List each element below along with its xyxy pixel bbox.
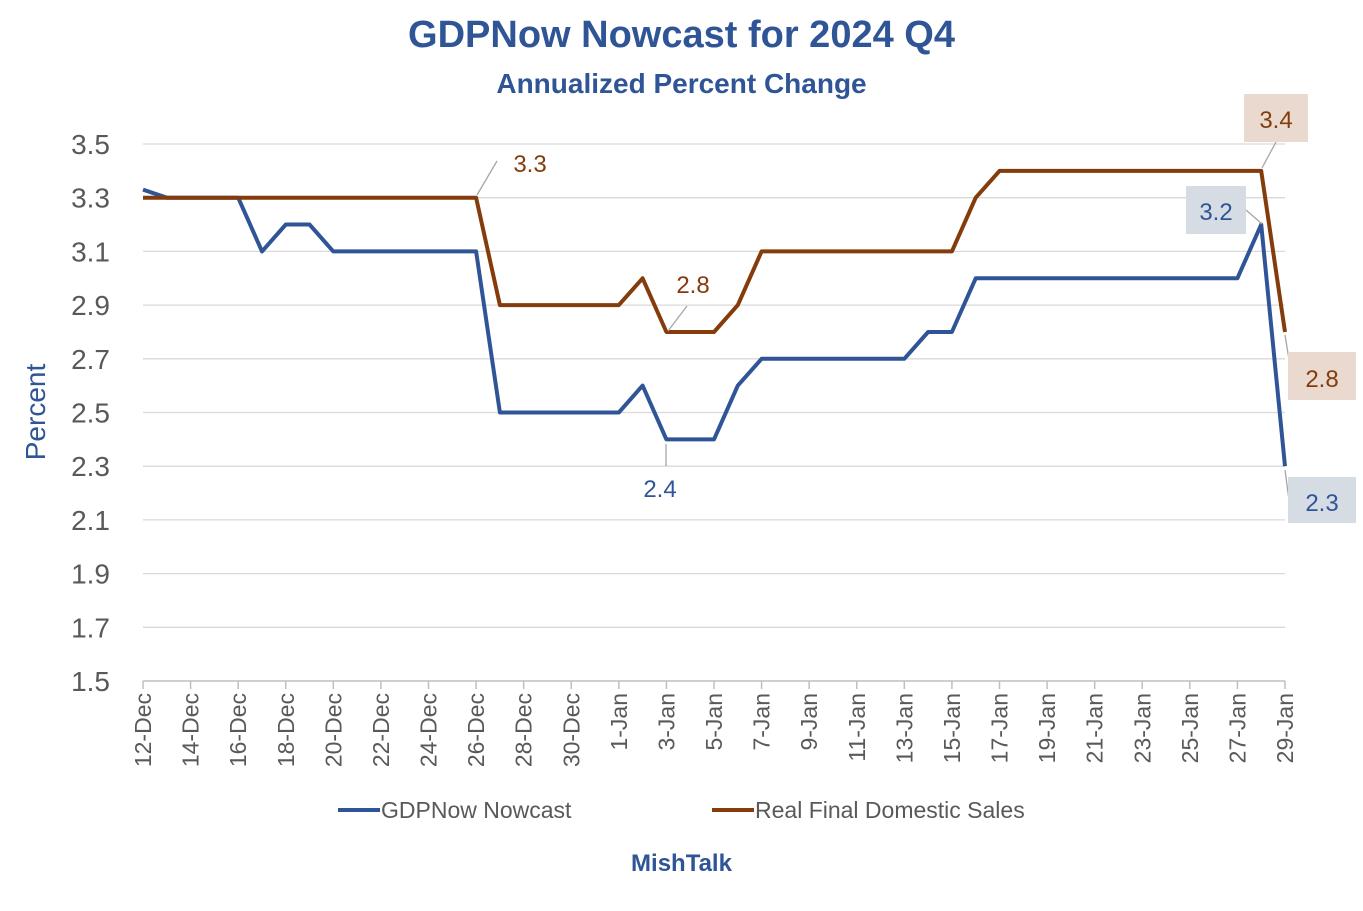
data-label: 2.8	[1305, 366, 1338, 393]
series-line-rfds	[143, 168, 1287, 334]
y-tick-label: 1.7	[71, 612, 110, 643]
data-label: 2.3	[1305, 490, 1338, 517]
series-line-gdpnow	[142, 187, 1287, 467]
x-tick-label: 23-Jan	[1129, 693, 1155, 763]
data-label: 2.8	[676, 272, 709, 299]
y-tick-label: 3.3	[71, 183, 110, 214]
x-tick-label: 14-Dec	[178, 693, 204, 767]
footer-brand: MishTalk	[631, 850, 732, 877]
y-tick-label: 2.5	[71, 398, 110, 429]
x-tick-label: 11-Jan	[844, 693, 870, 762]
x-tick-label: 12-Dec	[130, 693, 156, 767]
y-tick-label: 2.3	[71, 451, 110, 482]
y-tick-label: 2.9	[71, 290, 110, 321]
x-tick-label: 9-Jan	[796, 693, 822, 751]
x-tick-label: 1-Jan	[606, 693, 632, 751]
legend-label: Real Final Domestic Sales	[755, 797, 1025, 823]
x-tick-label: 18-Dec	[273, 693, 299, 767]
data-label-box	[1186, 186, 1246, 234]
x-tick-label: 26-Dec	[463, 693, 489, 767]
data-label-box	[1244, 94, 1308, 142]
x-tick-label: 25-Jan	[1177, 693, 1203, 763]
x-tick-label: 15-Jan	[939, 693, 965, 763]
data-label: 2.4	[643, 476, 676, 503]
x-tick-label: 24-Dec	[416, 693, 442, 767]
y-tick-label: 1.5	[71, 666, 110, 697]
y-tick-label: 3.1	[71, 236, 110, 267]
x-tick-label: 16-Dec	[225, 693, 251, 767]
x-tick-label: 30-Dec	[558, 693, 584, 767]
data-label-leader	[476, 160, 498, 196]
x-tick-label: 27-Jan	[1224, 693, 1250, 763]
data-label: 3.3	[513, 151, 546, 178]
data-label: 3.2	[1199, 199, 1232, 226]
y-tick-label: 3.5	[71, 129, 110, 160]
x-tick-label: 7-Jan	[749, 693, 775, 751]
data-label-leader	[1245, 209, 1263, 225]
y-tick-label: 1.9	[71, 559, 110, 590]
chart-subtitle: Annualized Percent Change	[496, 68, 867, 99]
x-tick-label: 28-Dec	[511, 693, 537, 767]
x-tick-label: 13-Jan	[891, 693, 917, 763]
x-tick-label: 20-Dec	[320, 693, 346, 767]
data-label-box	[1288, 352, 1356, 400]
data-label-box	[1288, 477, 1356, 523]
x-tick-label: 17-Jan	[987, 693, 1013, 763]
x-tick-label: 19-Jan	[1034, 693, 1060, 763]
y-tick-label: 2.7	[71, 344, 110, 375]
x-tick-label: 21-Jan	[1082, 693, 1108, 763]
x-tick-label: 29-Jan	[1272, 693, 1298, 763]
data-label-leader	[1261, 141, 1277, 169]
chart-title: GDPNow Nowcast for 2024 Q4	[408, 14, 955, 56]
legend-label: GDPNow Nowcast	[381, 797, 572, 823]
x-tick-label: 3-Jan	[653, 693, 679, 751]
data-label-leader	[667, 305, 688, 332]
x-tick-label: 5-Jan	[701, 693, 727, 751]
data-label: 3.4	[1259, 107, 1292, 134]
x-tick-label: 22-Dec	[368, 693, 394, 767]
y-tick-label: 2.1	[71, 505, 110, 536]
